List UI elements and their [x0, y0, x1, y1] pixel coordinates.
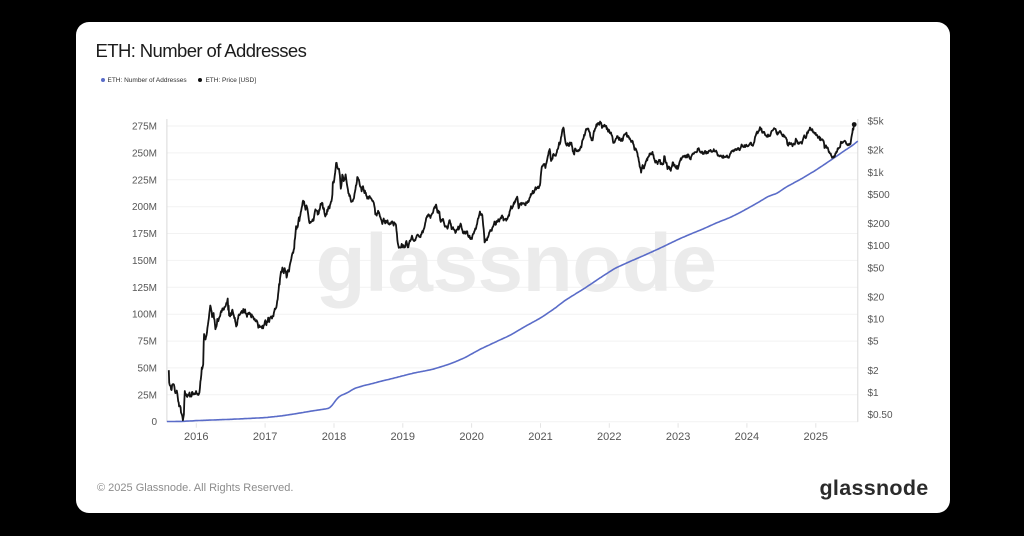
svg-text:2023: 2023 [666, 431, 690, 443]
svg-text:$5k: $5k [868, 117, 885, 128]
svg-text:2016: 2016 [184, 431, 208, 443]
svg-text:2022: 2022 [597, 431, 621, 443]
svg-text:$1: $1 [868, 388, 880, 399]
svg-text:$50: $50 [868, 263, 885, 274]
svg-text:$100: $100 [868, 241, 891, 252]
svg-text:50M: 50M [138, 363, 157, 374]
svg-text:200M: 200M [132, 202, 157, 213]
svg-text:2018: 2018 [322, 431, 346, 443]
svg-text:2017: 2017 [253, 431, 277, 443]
svg-text:25M: 25M [138, 390, 157, 401]
svg-text:0: 0 [151, 417, 157, 428]
svg-text:125M: 125M [132, 283, 157, 294]
svg-text:$20: $20 [868, 293, 885, 304]
svg-text:$2: $2 [868, 366, 880, 377]
svg-text:2020: 2020 [459, 431, 483, 443]
svg-text:2024: 2024 [735, 431, 759, 443]
svg-text:225M: 225M [132, 175, 157, 186]
svg-text:$2k: $2k [868, 146, 885, 157]
svg-text:275M: 275M [132, 122, 157, 133]
svg-text:2025: 2025 [804, 431, 828, 443]
svg-text:175M: 175M [132, 229, 157, 240]
svg-text:2019: 2019 [391, 431, 415, 443]
svg-text:$200: $200 [868, 219, 891, 230]
svg-text:2021: 2021 [528, 431, 552, 443]
svg-text:glassnode: glassnode [315, 218, 716, 309]
svg-text:$0.50: $0.50 [868, 410, 893, 421]
svg-text:250M: 250M [132, 148, 157, 159]
svg-text:$500: $500 [868, 190, 891, 201]
svg-text:$1k: $1k [868, 168, 885, 179]
svg-text:$10: $10 [868, 315, 885, 326]
svg-text:150M: 150M [132, 256, 157, 267]
svg-text:$5: $5 [868, 337, 880, 348]
svg-text:75M: 75M [138, 337, 157, 348]
svg-text:100M: 100M [132, 310, 157, 321]
